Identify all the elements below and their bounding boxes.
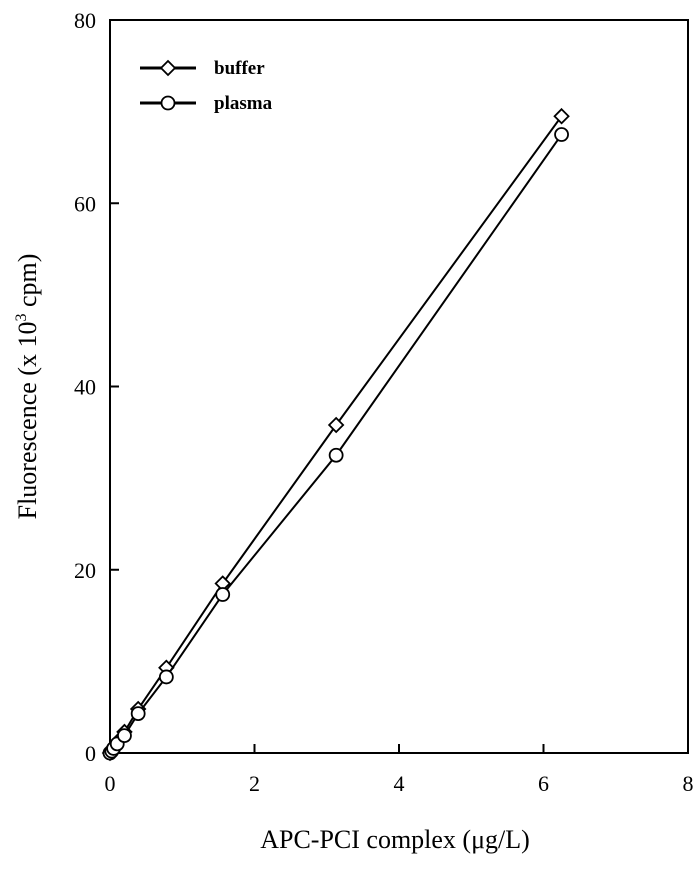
y-axis-title: Fluorescence (x 103 cpm) xyxy=(13,254,42,520)
legend-entry-plasma: plasma xyxy=(140,93,273,114)
data-point-buffer xyxy=(327,416,345,434)
data-point-plasma xyxy=(554,127,569,142)
x-tick-label: 2 xyxy=(249,771,260,796)
y-tick-label: 80 xyxy=(74,8,96,33)
series-plasma xyxy=(102,127,569,761)
y-tick-label: 0 xyxy=(85,741,96,766)
data-point-buffer xyxy=(553,107,570,125)
y-tick-label: 40 xyxy=(74,375,96,400)
y-axis-title-unit: cpm) xyxy=(13,254,42,314)
data-point-plasma xyxy=(215,587,231,602)
x-tick-label: 8 xyxy=(683,771,694,796)
y-axis-title-main: Fluorescence (x 10 xyxy=(13,322,42,520)
y-axis-title-exponent: 3 xyxy=(13,314,30,322)
series-line-plasma xyxy=(109,133,563,754)
legend-marker xyxy=(159,59,177,77)
series-layer xyxy=(101,107,570,762)
legend-entry-buffer: buffer xyxy=(140,58,265,79)
legend: buffer plasma xyxy=(140,58,273,114)
plot-area xyxy=(109,19,689,754)
x-axis-title: APC-PCI complex (μg/L) xyxy=(260,825,530,854)
x-tick-label: 4 xyxy=(394,771,405,796)
x-tick-label: 6 xyxy=(538,771,549,796)
data-point-plasma xyxy=(328,447,344,463)
data-point-plasma xyxy=(158,669,174,685)
x-tick-label: 0 xyxy=(105,771,116,796)
legend-label: plasma xyxy=(214,93,273,114)
y-tick-label: 60 xyxy=(74,191,96,216)
data-point-plasma xyxy=(130,706,146,722)
data-point-plasma xyxy=(117,728,132,743)
series-line-buffer xyxy=(109,115,563,754)
plot-frame xyxy=(109,19,689,754)
legend-label: buffer xyxy=(214,58,265,79)
legend-marker xyxy=(160,95,176,111)
series-buffer xyxy=(101,107,570,762)
y-tick-label: 20 xyxy=(74,558,96,583)
